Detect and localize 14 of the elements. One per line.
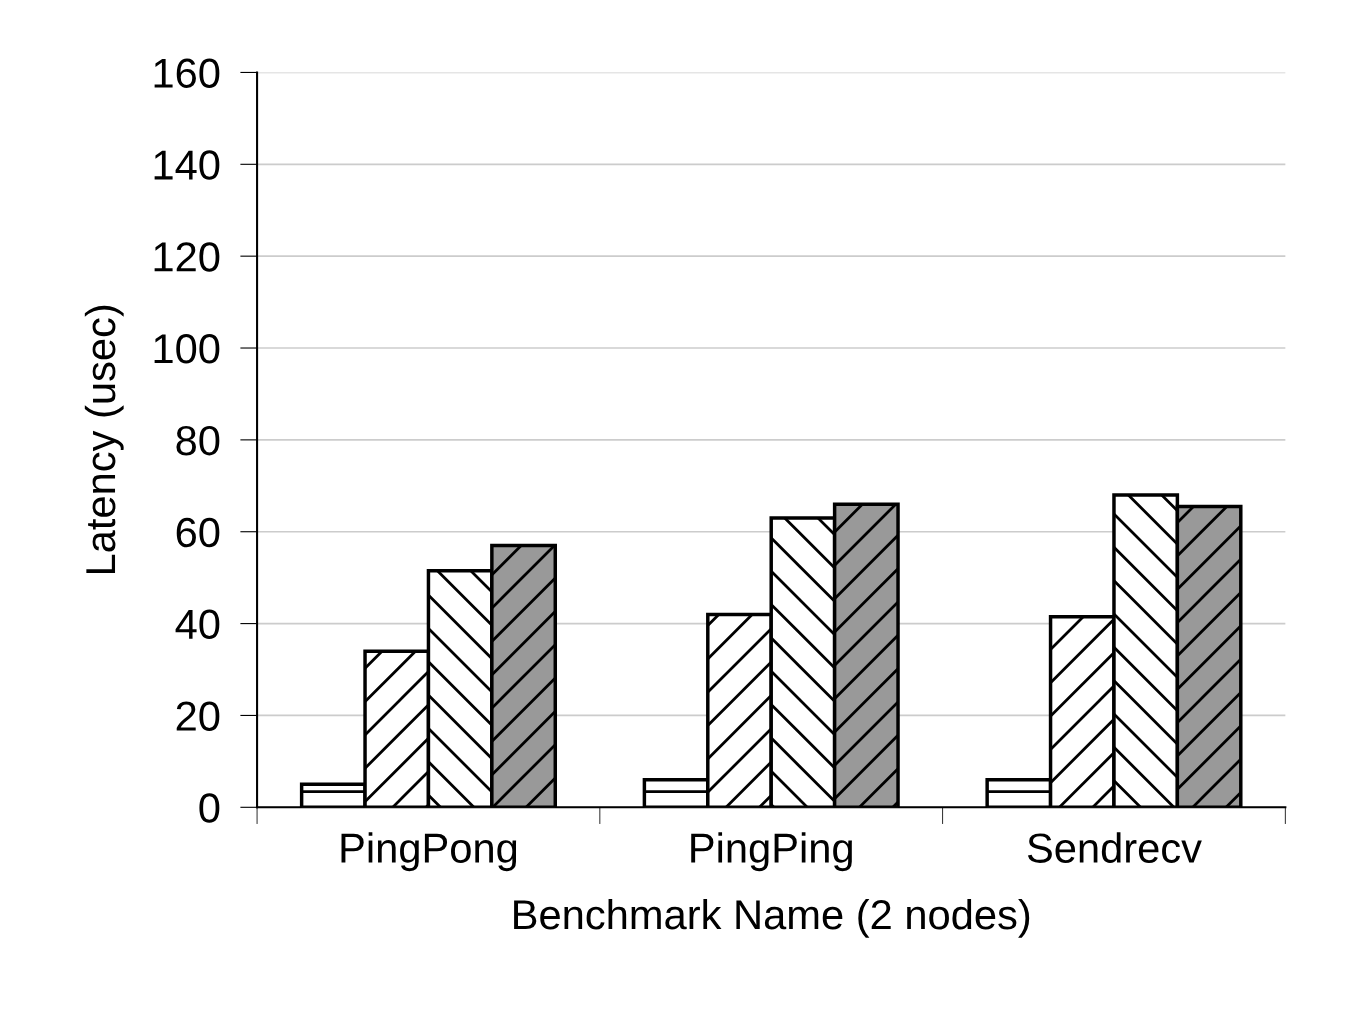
y-tick-label: 20	[176, 701, 220, 731]
y-tick-label: 160	[154, 58, 220, 88]
y-tick-label: 60	[176, 517, 220, 548]
y-tick-label: 0	[199, 793, 220, 823]
y-tick-label: 80	[176, 425, 220, 456]
x-tick-label: Sendrecv	[1027, 832, 1202, 863]
y-tick-label: 100	[154, 334, 220, 364]
y-axis-title: Latency (usec)	[84, 305, 124, 574]
y-tick-label: 120	[154, 242, 220, 272]
y-tick-label: 140	[154, 150, 220, 180]
x-tick-label: PingPong	[341, 832, 517, 872]
x-tick-label: PingPing	[691, 832, 852, 872]
y-tick-label: 40	[175, 609, 220, 640]
x-axis-title: Benchmark Name (2 nodes)	[514, 898, 1030, 938]
